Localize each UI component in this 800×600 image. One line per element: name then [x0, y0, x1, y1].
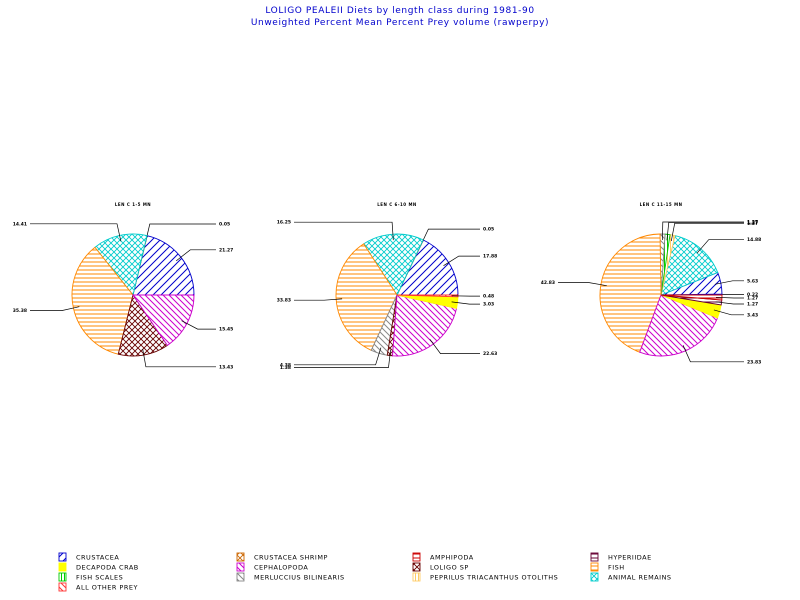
leader-line: [662, 221, 744, 241]
legend-swatch: [236, 572, 245, 582]
leader-line: [294, 221, 394, 241]
legend-label: FISH: [608, 564, 625, 572]
legend-item-loligo_sp: LOLIGO SP: [412, 562, 469, 572]
legend-swatch: [236, 552, 245, 562]
data-label: 13.43: [219, 364, 233, 370]
legend-swatch: [58, 562, 67, 572]
legend-label: CRUSTACEA SHRIMP: [254, 554, 328, 562]
data-label: 42.83: [541, 280, 555, 286]
legend-swatch: [590, 572, 599, 582]
pie-1: LEN C 1-5 MN 21.27 0.05 14.41 35.38 13.43 15.4…: [13, 202, 233, 370]
legend-swatch: [58, 572, 67, 582]
leader-line: [682, 345, 744, 363]
leader-line: [294, 349, 391, 368]
leader-line: [294, 347, 382, 366]
legend-item-fish: FISH: [590, 562, 625, 572]
leader-line: [670, 222, 744, 242]
pie-title: LEN C 1-5 MN: [115, 202, 151, 207]
leader-line: [558, 282, 607, 287]
data-label: 1.27: [747, 296, 758, 302]
leader-line: [443, 255, 480, 266]
leader-line: [175, 249, 216, 262]
legend-item-cephalopoda: CEPHALOPODA: [236, 562, 308, 572]
data-label: 22.63: [483, 351, 497, 357]
legend-label: AMPHIPODA: [430, 554, 474, 562]
data-label: 21.27: [219, 247, 233, 253]
legend-swatch: [412, 552, 421, 562]
legend-label: PEPRILUS TRIACANTHUS OTOLITHS: [430, 574, 558, 582]
legend-label: ALL OTHER PREY: [76, 584, 138, 592]
data-label: 5.63: [747, 278, 758, 284]
data-label: 0.22: [747, 292, 758, 298]
data-label: 1.38: [280, 365, 291, 371]
legend-item-hyperiidae: HYPERIIDAE: [590, 552, 652, 562]
legend-label: CRUSTACEA: [76, 554, 119, 562]
chart-subtitle: Unweighted Percent Mean Percent Prey vol…: [251, 18, 549, 28]
legend-swatch: [412, 562, 421, 572]
legend-item-crustacea_shrimp: CRUSTACEA SHRIMP: [236, 552, 328, 562]
pie-title: LEN C 6-10 MN: [377, 202, 417, 207]
legend-item-amphipoda: AMPHIPODA: [412, 552, 474, 562]
data-label: 17.88: [483, 254, 497, 260]
leader-line: [142, 349, 216, 368]
legend-label: LOLIGO SP: [430, 564, 469, 572]
legend-swatch: [590, 552, 599, 562]
leader-line: [714, 280, 744, 285]
data-label: 3.03: [483, 302, 494, 308]
leader-line: [713, 309, 744, 316]
data-label: 1.27: [747, 220, 758, 226]
legend: CRUSTACEA CRUSTACEA SHRIMP AMPHIPODA HYPERI…: [58, 552, 672, 592]
leader-line: [696, 239, 744, 254]
leader-line: [715, 301, 744, 305]
legend-swatch: [590, 562, 599, 572]
leader-line: [294, 298, 343, 301]
data-label: 14.41: [13, 221, 27, 227]
data-label: 0.48: [483, 294, 494, 300]
legend-label: ANIMAL REMAINS: [608, 574, 672, 582]
leader-line: [451, 301, 480, 305]
data-label: 23.83: [747, 359, 761, 365]
data-label: 35.38: [13, 308, 27, 314]
data-label: 15.45: [219, 327, 233, 333]
legend-item-peprilus_triacanthus_otoliths: PEPRILUS TRIACANTHUS OTOLITHS: [412, 572, 558, 582]
chart-title: LOLIGO PEALEII Diets by length class dur…: [265, 6, 534, 16]
data-label: 33.83: [277, 298, 291, 304]
data-label: 1.27: [747, 220, 758, 226]
data-label: 1.27: [747, 221, 758, 227]
legend-label: FISH SCALES: [76, 574, 123, 582]
legend-swatch: [58, 582, 67, 592]
legend-item-crustacea: CRUSTACEA: [58, 552, 119, 562]
legend-item-merluccius_bilinearis: MERLUCCIUS BILINEARIS: [236, 572, 345, 582]
leader-line: [181, 320, 216, 330]
legend-item-all_other_prey: ALL OTHER PREY: [58, 582, 138, 592]
pie-3: LEN C 11-15 MN0.225.6314.881.271.271.274…: [541, 202, 761, 365]
data-label: 0.05: [219, 222, 230, 228]
legend-swatch: [58, 552, 67, 562]
pies-group: LEN C 1-5 MN 21.27 0.05 14.41 35.38 13.43 15.4…: [13, 202, 761, 371]
legend-item-fish_scales: FISH SCALES: [58, 572, 123, 582]
data-label: 14.88: [747, 237, 761, 243]
legend-swatch: [236, 562, 245, 572]
leader-line: [30, 306, 80, 311]
data-label: 1.27: [747, 302, 758, 308]
legend-label: MERLUCCIUS BILINEARIS: [254, 574, 345, 582]
legend-label: CEPHALOPODA: [254, 564, 308, 572]
data-label: 0.05: [483, 227, 494, 233]
leader-line: [30, 223, 122, 242]
data-label: 4.38: [280, 362, 291, 368]
data-label: 3.43: [747, 312, 758, 318]
legend-label: DECAPODA CRAB: [76, 564, 139, 572]
legend-item-decapoda_crab: DECAPODA CRAB: [58, 562, 139, 572]
pie-title: LEN C 11-15 MN: [640, 202, 683, 207]
data-label: 16.25: [277, 220, 291, 226]
leader-line: [429, 338, 480, 354]
legend-label: HYPERIIDAE: [608, 554, 652, 562]
leader-line: [715, 296, 744, 299]
pie-2: LEN C 6-10 MN 17.88 0.05 16.25 33.83 4.381.38…: [277, 202, 497, 371]
legend-item-animal_remains: ANIMAL REMAINS: [590, 572, 672, 582]
legend-swatch: [412, 572, 421, 582]
leader-line: [666, 222, 744, 241]
